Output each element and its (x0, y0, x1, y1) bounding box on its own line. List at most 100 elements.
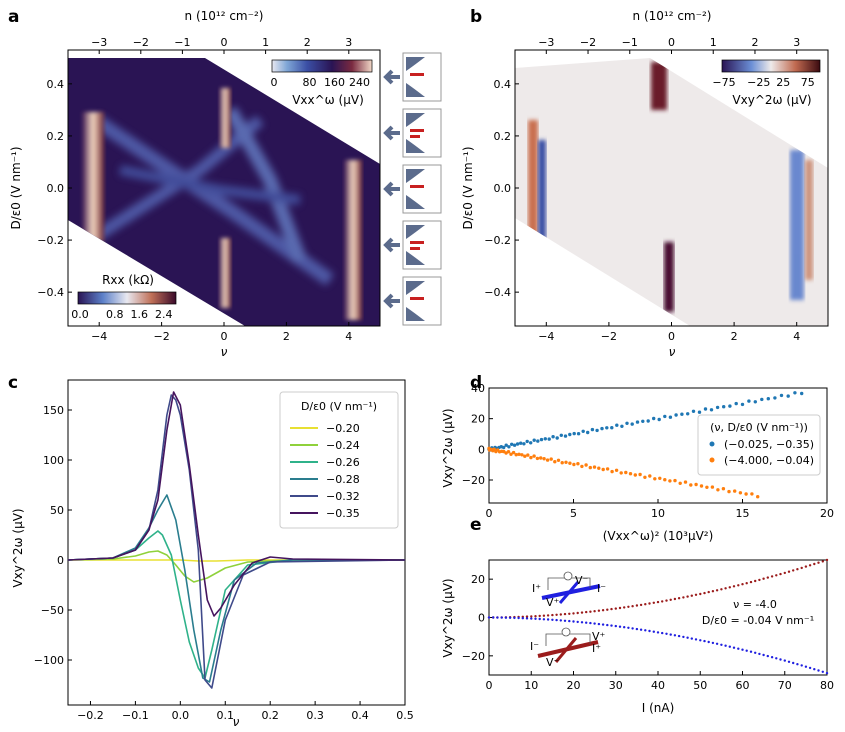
inset-arrow (383, 69, 400, 85)
data-point (808, 564, 812, 567)
device-inset-bottom: I⁻ V⁺ I⁺ V⁻ (530, 627, 606, 669)
data-point (580, 611, 584, 614)
data-point (601, 609, 605, 612)
ylabel-c: Vxy^2ω (μV) (11, 508, 25, 587)
data-point (538, 617, 541, 621)
inset-bottom-right: I⁺ (592, 642, 601, 655)
data-point (682, 635, 685, 639)
data-point (555, 613, 558, 616)
data-point (615, 423, 619, 427)
data-point (694, 638, 698, 641)
top-tick-label: 2 (304, 36, 311, 49)
inset-bottom-left: I⁻ (530, 640, 539, 653)
inset-top-right: I⁻ (597, 582, 606, 595)
data-point (703, 639, 706, 643)
top-tick-label: 2 (751, 36, 758, 49)
data-point (721, 487, 726, 491)
data-point (623, 606, 626, 609)
data-point (589, 621, 592, 625)
data-point (536, 439, 540, 443)
data-point (532, 438, 536, 442)
ylabel-e: Vxy^2ω (μV) (441, 578, 455, 657)
data-point (523, 454, 527, 458)
data-point (564, 460, 568, 464)
device-inset-top: I⁺ V⁻ I⁻ V⁺ (532, 571, 606, 609)
legend-d: (ν, D/ε0 (V nm⁻¹)) (−0.025, −0.35) (−4.00… (697, 414, 821, 476)
data-point (813, 562, 816, 566)
data-point (766, 576, 769, 579)
data-point (542, 614, 546, 617)
data-point (568, 612, 571, 615)
inset-fermi (410, 73, 424, 76)
data-point (786, 394, 790, 398)
axis-ticks-d: 0 5 10 15 20 −20 0 20 40 (462, 382, 834, 520)
data-point (722, 405, 726, 409)
data-point (745, 582, 748, 585)
x-tick-label: 0 (221, 330, 228, 343)
data-point (644, 603, 647, 606)
data-point (715, 589, 719, 592)
data-point (775, 657, 778, 660)
legend-c-title: D/ε0 (V nm⁻¹) (301, 400, 377, 413)
data-point (535, 456, 540, 461)
data-point (623, 626, 626, 629)
data-point (673, 478, 677, 483)
data-point (686, 412, 690, 416)
x-tick-label: −4 (91, 330, 107, 343)
data-point (521, 617, 524, 620)
data-point (724, 644, 727, 647)
inset-bottom-bottom: V⁻ (546, 656, 560, 669)
data-point (753, 400, 757, 404)
inset-band-upper (406, 57, 425, 71)
data-point (707, 590, 710, 594)
data-point (610, 469, 614, 474)
x-tick-label: 50 (693, 679, 707, 692)
data-point (572, 612, 575, 615)
data-point (737, 584, 740, 587)
data-point (663, 478, 667, 482)
y-tick-label: −0.4 (37, 286, 64, 299)
y-tick-label: 0.4 (47, 78, 65, 91)
top-tick-label: 3 (345, 36, 352, 49)
lines-c (67, 391, 406, 689)
data-point (750, 492, 754, 496)
data-point (568, 461, 572, 465)
series-line--0.20 (68, 559, 405, 562)
data-point (648, 474, 652, 478)
data-point (551, 435, 555, 439)
legend-label: −0.26 (326, 456, 360, 469)
data-point (514, 453, 518, 457)
data-point (639, 603, 643, 607)
data-point (588, 465, 592, 470)
x-tick-label: −0.1 (122, 709, 149, 722)
data-point (580, 464, 584, 469)
legend-label: (−0.025, −0.35) (724, 438, 814, 451)
data-point (512, 443, 517, 447)
inset-band-upper (406, 169, 425, 183)
y-tick-label: 150 (43, 404, 64, 417)
inset-arrow (383, 125, 400, 141)
data-point (639, 628, 643, 631)
inset-band-upper (406, 225, 425, 239)
data-point (600, 426, 604, 431)
x-tick-label: −2 (153, 330, 169, 343)
x-tick-label: 0.0 (172, 709, 190, 722)
inset-bottom-righttop: V⁺ (592, 630, 606, 643)
data-point (530, 615, 533, 618)
data-point (677, 634, 681, 638)
inset-band-lower (406, 139, 425, 153)
colorbar-tick-label: 0 (271, 76, 278, 89)
data-point (538, 614, 541, 618)
data-point (658, 476, 662, 480)
data-point (800, 391, 804, 396)
band-insets (383, 52, 442, 326)
top-tick-label: 3 (793, 36, 800, 49)
data-point (792, 569, 795, 572)
data-point (601, 623, 605, 626)
y-tick-label: 0.2 (494, 130, 512, 143)
data-point (703, 407, 708, 411)
data-point (648, 602, 651, 605)
y-tick-label: 20 (471, 413, 485, 426)
data-point (519, 441, 523, 445)
data-point (678, 481, 682, 485)
